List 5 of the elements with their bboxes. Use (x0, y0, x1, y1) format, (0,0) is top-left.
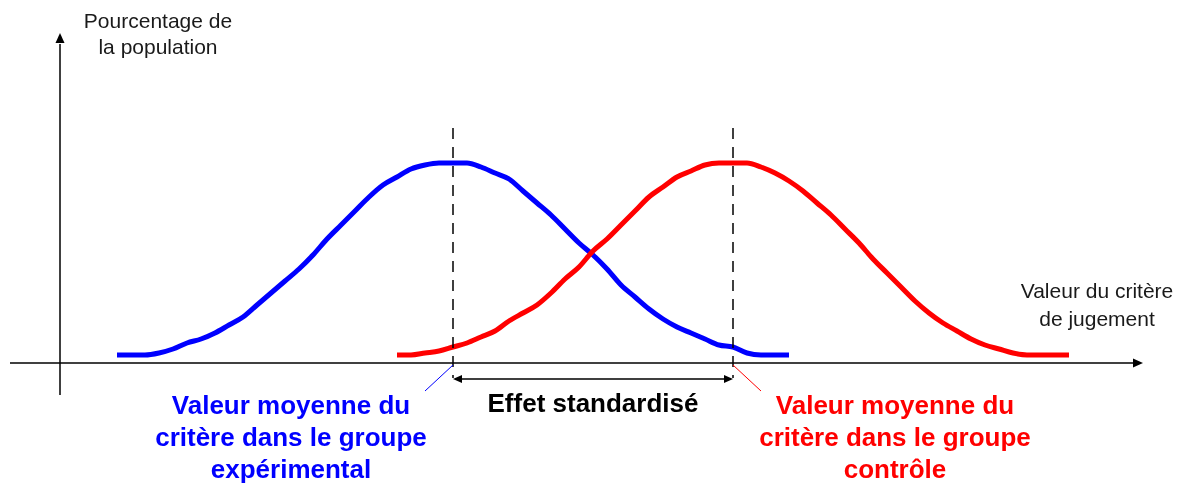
x-axis-title: Valeur du critère de jugement (1020, 279, 1174, 330)
text: Valeur moyenne du critère dans le groupe expérimental (155, 390, 427, 484)
text: Effet standardisé (487, 388, 699, 418)
y-axis-title: Pourcentage de la population (83, 9, 233, 58)
text: Valeur moyenne du critère dans le groupe contrôle (759, 390, 1031, 484)
